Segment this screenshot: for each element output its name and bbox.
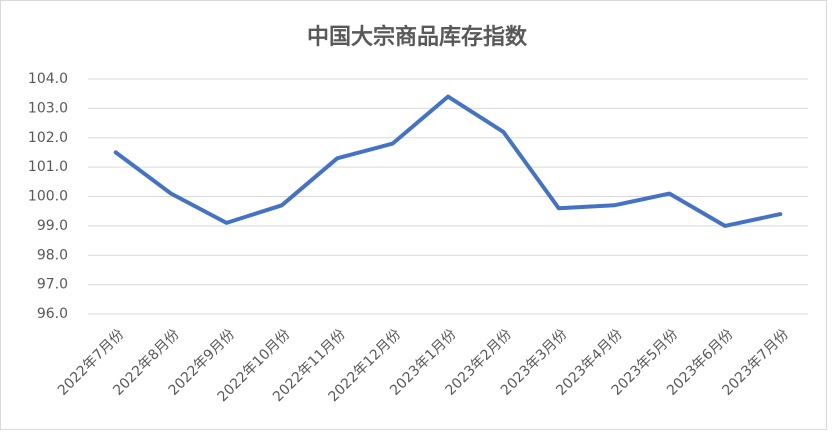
y-tick-label: 98.0	[37, 247, 68, 263]
y-tick-label: 101.0	[28, 159, 68, 175]
y-tick-label: 103.0	[28, 100, 68, 116]
y-tick-label: 100.0	[28, 189, 68, 205]
y-tick-label: 96.0	[37, 306, 68, 322]
y-tick-label: 99.0	[37, 218, 68, 234]
y-tick-label: 97.0	[37, 277, 68, 293]
y-tick-label: 104.0	[28, 71, 68, 87]
y-tick-label: 102.0	[28, 130, 68, 146]
data-line	[113, 94, 783, 228]
chart-title: 中国大宗商品库存指数	[307, 24, 528, 50]
